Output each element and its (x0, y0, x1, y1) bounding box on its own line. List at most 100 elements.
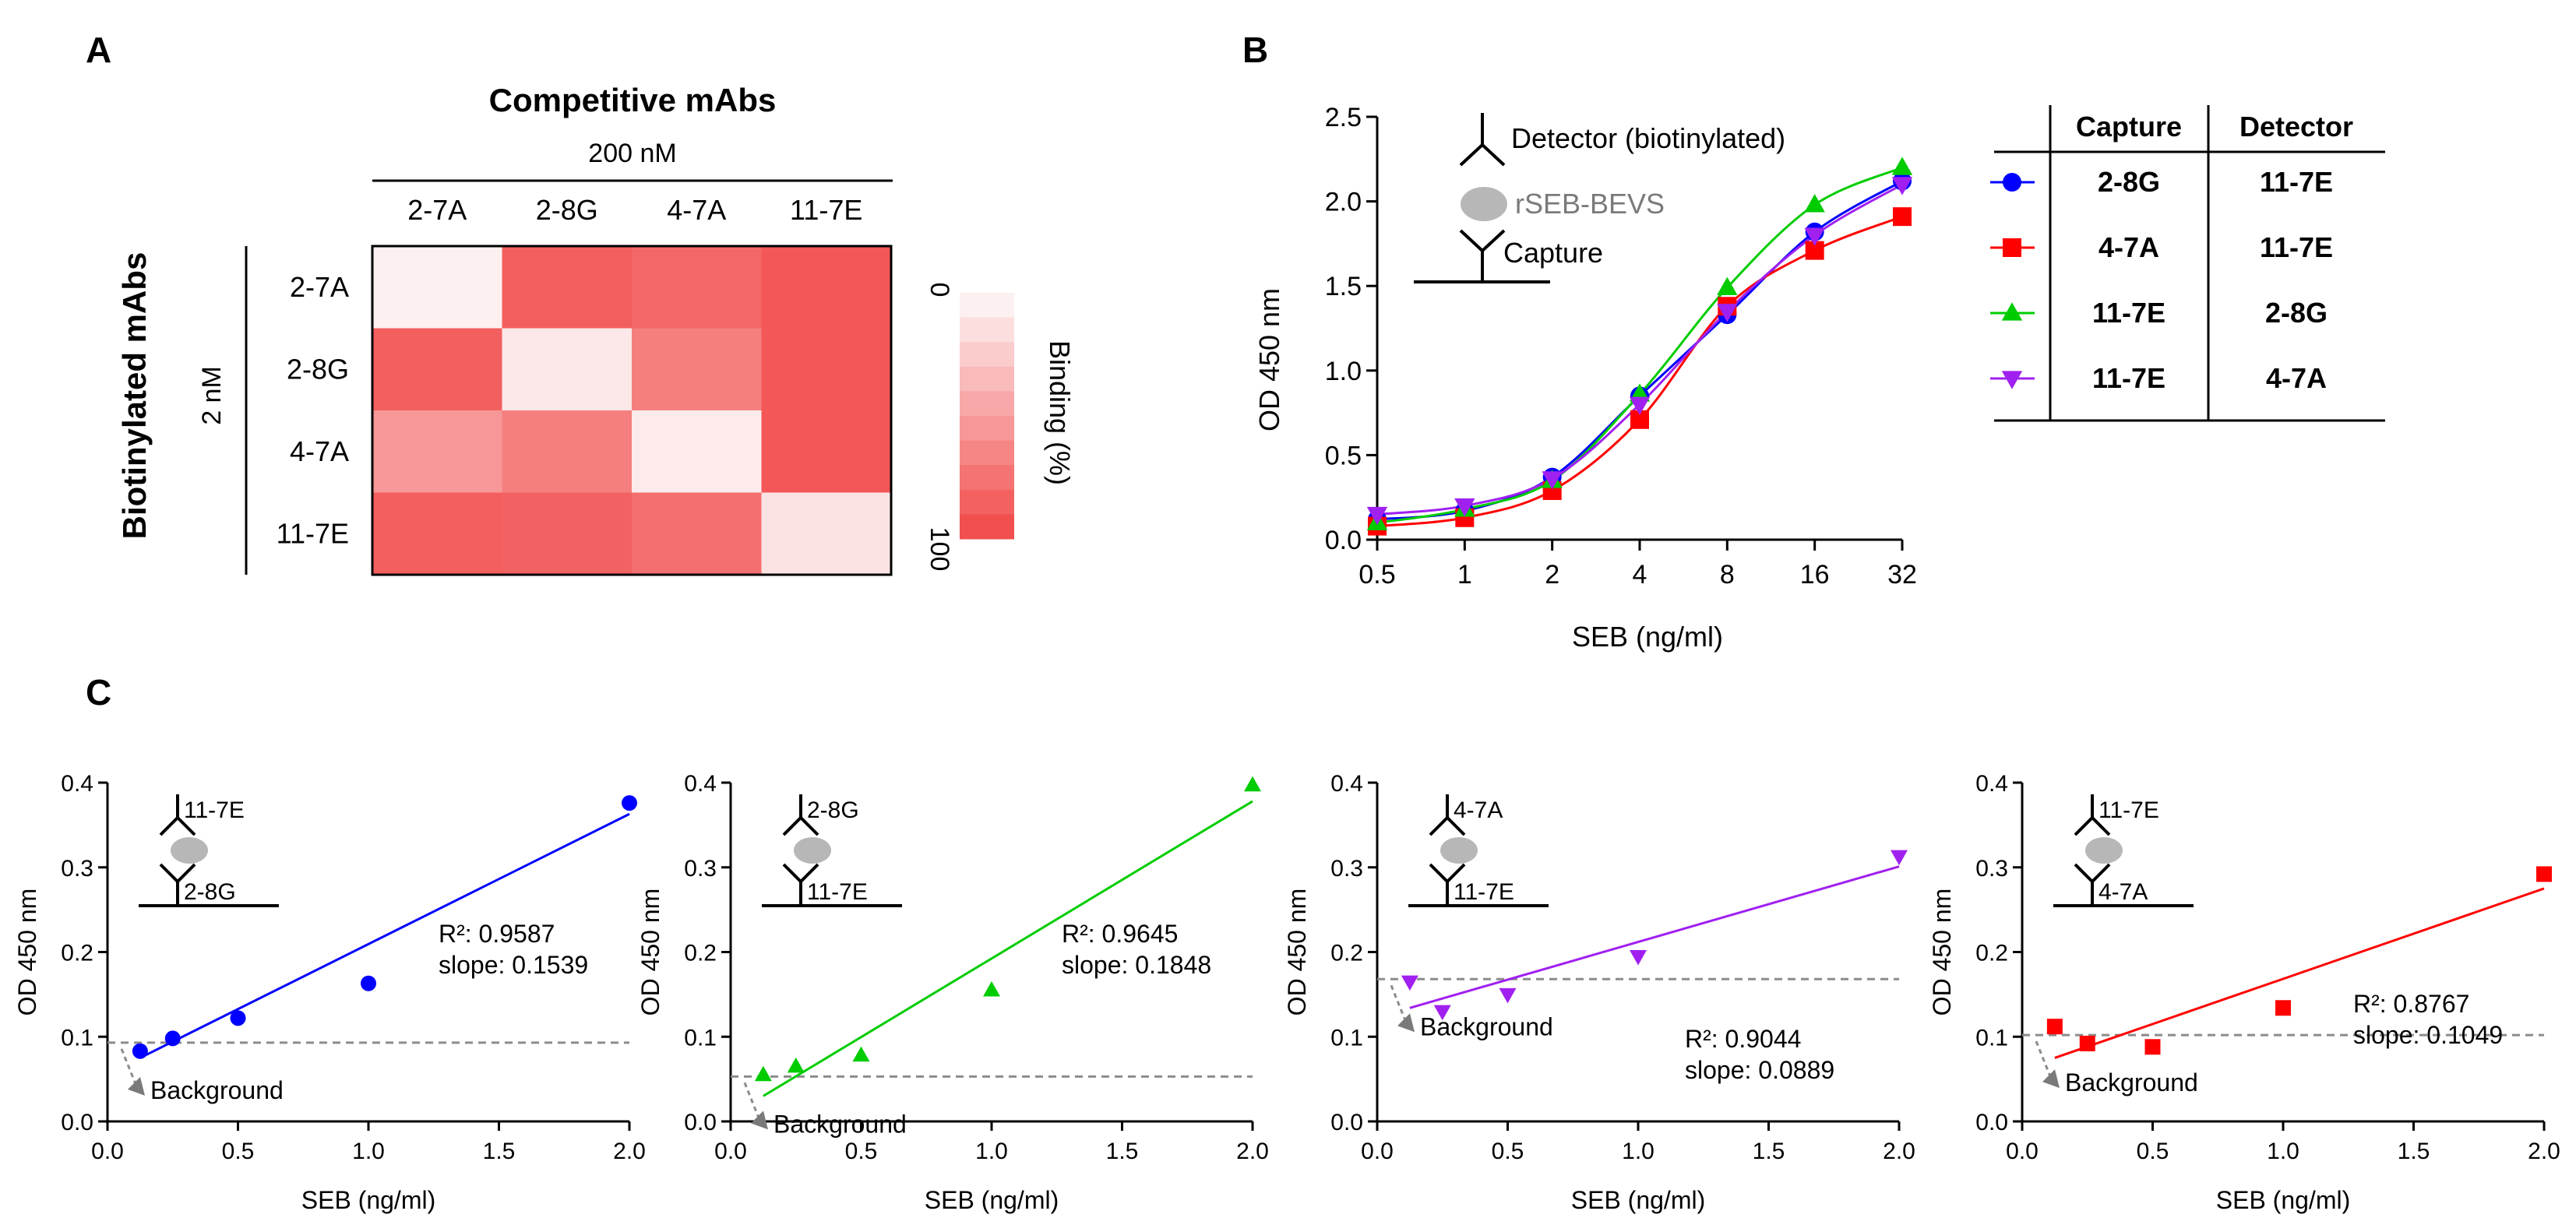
antigen-icon (1440, 837, 1478, 864)
data-point (1804, 227, 1825, 246)
legend-marker (2001, 371, 2023, 389)
data-point (1366, 506, 1388, 526)
colorbar-segment (960, 391, 1014, 417)
background-arrow (2035, 1040, 2053, 1081)
x-tick-label: 16 (1800, 560, 1830, 590)
heatmap-column-label: 2-7A (407, 194, 467, 226)
panel-b-xlabel: SEB (ng/ml) (1572, 621, 1723, 653)
background-arrow (743, 1082, 762, 1122)
sandwich-schematic (762, 794, 902, 907)
heatmap-cell (502, 492, 633, 576)
x-tick-label: 32 (1887, 560, 1917, 590)
heatmap-column-label: 4-7A (667, 194, 726, 226)
legend-capture: 2-8G (2098, 166, 2160, 198)
y-tick-label: 0.4 (1975, 771, 2008, 797)
panel-label-b: B (1242, 30, 1268, 70)
heatmap-cell (632, 246, 762, 329)
data-point (230, 1010, 246, 1026)
y-axis-title: OD 450 nm (636, 889, 664, 1016)
colorbar-segment (960, 366, 1014, 392)
schematic-bottom-label: 11-7E (807, 879, 868, 905)
heatmap-row-label: 4-7A (290, 435, 349, 467)
fit-curve (1376, 166, 1903, 524)
heatmap-cell (372, 410, 502, 493)
y-tick-label: 0.3 (1330, 856, 1363, 882)
capture-antibody-icon (159, 863, 196, 906)
background-arrowhead (1397, 1013, 1415, 1033)
sandwich-schematic (1414, 113, 1550, 283)
legend-detector: 11-7E (2260, 231, 2333, 263)
y-tick-label: 2.0 (1325, 188, 1362, 217)
x-tick-label: 8 (1720, 560, 1735, 590)
schematic-detector-label: Detector (biotinylated) (1511, 122, 1785, 154)
y-tick-label: 0.0 (1330, 1110, 1363, 1135)
legend-detector: 4-7A (2266, 362, 2327, 394)
legend-capture: 4-7A (2099, 231, 2159, 263)
detector-antibody-icon (782, 794, 819, 836)
heatmap-cell (761, 246, 892, 329)
heatmap-row-label: 11-7E (277, 517, 349, 549)
heatmap-row-label: 2-7A (290, 271, 349, 303)
x-axis-title: SEB (ng/ml) (301, 1186, 435, 1214)
y-tick-label: 0.0 (684, 1110, 717, 1135)
heatmap-column-label: 11-7E (790, 194, 862, 226)
y-tick-label: 0.1 (61, 1025, 93, 1051)
detector-antibody-icon (1429, 794, 1466, 836)
r-squared-text: R²: 0.9587 (439, 920, 555, 948)
y-tick-label: 0.5 (1325, 441, 1362, 470)
schematic-top-label: 2-8G (807, 797, 859, 823)
panel-b-ylabel: OD 450 nm (1253, 288, 1285, 431)
data-point (852, 1046, 870, 1062)
heatmap-row-label: 2-8G (287, 353, 349, 385)
colorbar-segment (960, 465, 1014, 491)
heatmap-cell (502, 410, 633, 493)
x-tick-label: 2 (1545, 560, 1559, 590)
data-point (2536, 866, 2552, 882)
x-tick-label: 1.5 (1106, 1139, 1139, 1164)
x-tick-label: 1.5 (1753, 1139, 1785, 1164)
detector-antibody-icon (2074, 794, 2111, 836)
x-tick-label: 0.5 (1492, 1139, 1524, 1164)
data-point (1717, 276, 1738, 295)
heatmap-cell (632, 492, 762, 576)
r-squared-text: R²: 0.9044 (1685, 1025, 1801, 1053)
schematic-top-label: 4-7A (1454, 797, 1503, 823)
data-point (622, 795, 637, 811)
background-arrowhead (128, 1076, 145, 1096)
colorbar-segment (960, 342, 1014, 368)
background-label: Background (2065, 1068, 2198, 1096)
x-axis-title: SEB (ng/ml) (2216, 1186, 2350, 1214)
panel-label-a: A (86, 30, 111, 70)
x-tick-label: 1.5 (483, 1139, 516, 1164)
x-axis-title: SEB (ng/ml) (925, 1186, 1059, 1214)
x-tick-label: 2.0 (1236, 1139, 1269, 1164)
data-point (787, 1057, 805, 1073)
fit-line (763, 800, 1253, 1097)
colorbar-segment (960, 514, 1014, 540)
x-tick-label: 2.0 (613, 1139, 646, 1164)
panel-c-plot-1: 0.0 0.1 0.2 0.3 0.4 0.0 0.5 1.0 1.5 2.0 OD 450 nm S… (13, 771, 646, 1214)
colorbar-segment (960, 489, 1014, 515)
y-tick-label: 0.2 (1975, 941, 2008, 966)
slope-text: slope: 0.1049 (2353, 1021, 2503, 1049)
colorbar-segment (960, 416, 1014, 442)
panel-c-plot-4: 0.0 0.1 0.2 0.3 0.4 0.0 0.5 1.0 1.5 2.0 OD 450 nm S… (1928, 771, 2560, 1214)
antigen-icon (1461, 187, 1507, 221)
x-tick-label: 0.0 (714, 1139, 747, 1164)
background-label: Background (150, 1076, 284, 1104)
legend-detector: 2-8G (2265, 297, 2328, 329)
heatmap-cell (502, 328, 633, 411)
x-tick-label: 0.0 (2006, 1139, 2039, 1164)
background-arrowhead (751, 1111, 768, 1130)
legend-capture: 11-7E (2092, 362, 2165, 394)
x-axis-title: SEB (ng/ml) (1571, 1186, 1705, 1214)
x-tick-label: 1.0 (2267, 1139, 2299, 1164)
heatmap-column-label: 2-8G (536, 194, 598, 226)
heatmap-cell (372, 492, 502, 576)
fit-line (139, 812, 630, 1059)
data-point (1804, 194, 1825, 213)
background-label: Background (1420, 1012, 1553, 1040)
detector-antibody-icon (1459, 113, 1506, 167)
data-point (132, 1043, 148, 1059)
heatmap-title: Competitive mAbs (489, 82, 777, 118)
